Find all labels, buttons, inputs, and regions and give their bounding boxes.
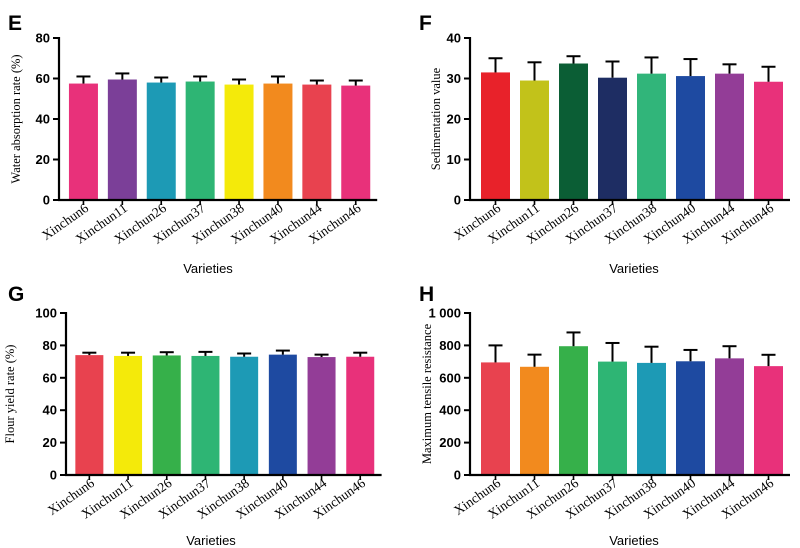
x-axis-title: Varieties bbox=[609, 261, 659, 276]
bar bbox=[152, 355, 181, 475]
bar bbox=[676, 361, 705, 475]
y-tick-label: 600 bbox=[439, 370, 461, 385]
y-axis-title: Sedimentation value bbox=[429, 67, 443, 170]
panel-letter: G bbox=[8, 283, 24, 306]
y-tick-label: 20 bbox=[43, 435, 57, 450]
chart-panel-f: F010203040Xinchun6Xinchun11Xinchun26Xinc… bbox=[419, 12, 790, 276]
x-axis-title: Varieties bbox=[186, 533, 236, 548]
bar bbox=[224, 84, 254, 200]
y-tick-label: 100 bbox=[35, 306, 57, 321]
y-axis-title: Maximum tensile resistance bbox=[420, 323, 434, 464]
bar bbox=[191, 355, 220, 475]
y-tick-label: 60 bbox=[43, 370, 57, 385]
y-axis-title: Water absorption rate (%) bbox=[9, 54, 23, 183]
bar bbox=[676, 76, 705, 200]
bar bbox=[268, 354, 297, 475]
bar bbox=[520, 80, 549, 200]
bar bbox=[520, 366, 549, 475]
bar bbox=[559, 346, 588, 475]
bar bbox=[598, 77, 627, 200]
y-tick-label: 80 bbox=[43, 338, 57, 353]
y-tick-label: 400 bbox=[439, 403, 461, 418]
bar bbox=[68, 83, 98, 200]
bar bbox=[481, 72, 510, 200]
bar bbox=[302, 84, 332, 200]
y-tick-label: 10 bbox=[447, 152, 461, 167]
y-tick-label: 40 bbox=[43, 403, 57, 418]
bar bbox=[107, 79, 137, 200]
x-axis-title: Varieties bbox=[183, 261, 233, 276]
y-tick-label: 0 bbox=[50, 468, 57, 483]
bar bbox=[230, 356, 259, 475]
y-tick-label: 200 bbox=[439, 435, 461, 450]
y-tick-label: 20 bbox=[447, 112, 461, 127]
bar bbox=[341, 85, 371, 200]
y-tick-label: 0 bbox=[454, 468, 461, 483]
bar bbox=[114, 355, 143, 475]
y-tick-label: 0 bbox=[454, 193, 461, 208]
panel-letter: E bbox=[8, 12, 22, 35]
bar bbox=[637, 73, 666, 200]
panel-letter: F bbox=[419, 12, 432, 35]
bar bbox=[559, 63, 588, 200]
y-tick-label: 20 bbox=[36, 152, 50, 167]
y-axis-title: Flour yield rate (%) bbox=[3, 345, 17, 444]
bar bbox=[598, 361, 627, 475]
chart-panel-e: E020406080Xinchun6Xinchun11Xinchun26Xinc… bbox=[8, 12, 378, 276]
bar bbox=[637, 362, 666, 475]
bar bbox=[754, 81, 783, 200]
bar bbox=[715, 73, 744, 200]
chart-panel-g: G020406080100Xinchun6Xinchun11Xinchun26X… bbox=[3, 283, 382, 548]
bar bbox=[75, 355, 104, 475]
bar bbox=[346, 356, 375, 475]
y-tick-label: 1 000 bbox=[428, 306, 461, 321]
y-tick-label: 80 bbox=[36, 31, 50, 46]
bar bbox=[263, 83, 293, 200]
x-axis-title: Varieties bbox=[609, 533, 659, 548]
y-tick-label: 0 bbox=[43, 193, 50, 208]
bar bbox=[481, 362, 510, 475]
y-tick-label: 30 bbox=[447, 71, 461, 86]
y-tick-label: 60 bbox=[36, 71, 50, 86]
bar bbox=[146, 82, 176, 200]
bar bbox=[754, 366, 783, 475]
bar bbox=[715, 358, 744, 475]
bar bbox=[307, 357, 336, 475]
y-tick-label: 800 bbox=[439, 338, 461, 353]
y-tick-label: 40 bbox=[447, 31, 461, 46]
y-tick-label: 40 bbox=[36, 112, 50, 127]
bar bbox=[185, 81, 215, 200]
panel-letter: H bbox=[419, 283, 434, 306]
